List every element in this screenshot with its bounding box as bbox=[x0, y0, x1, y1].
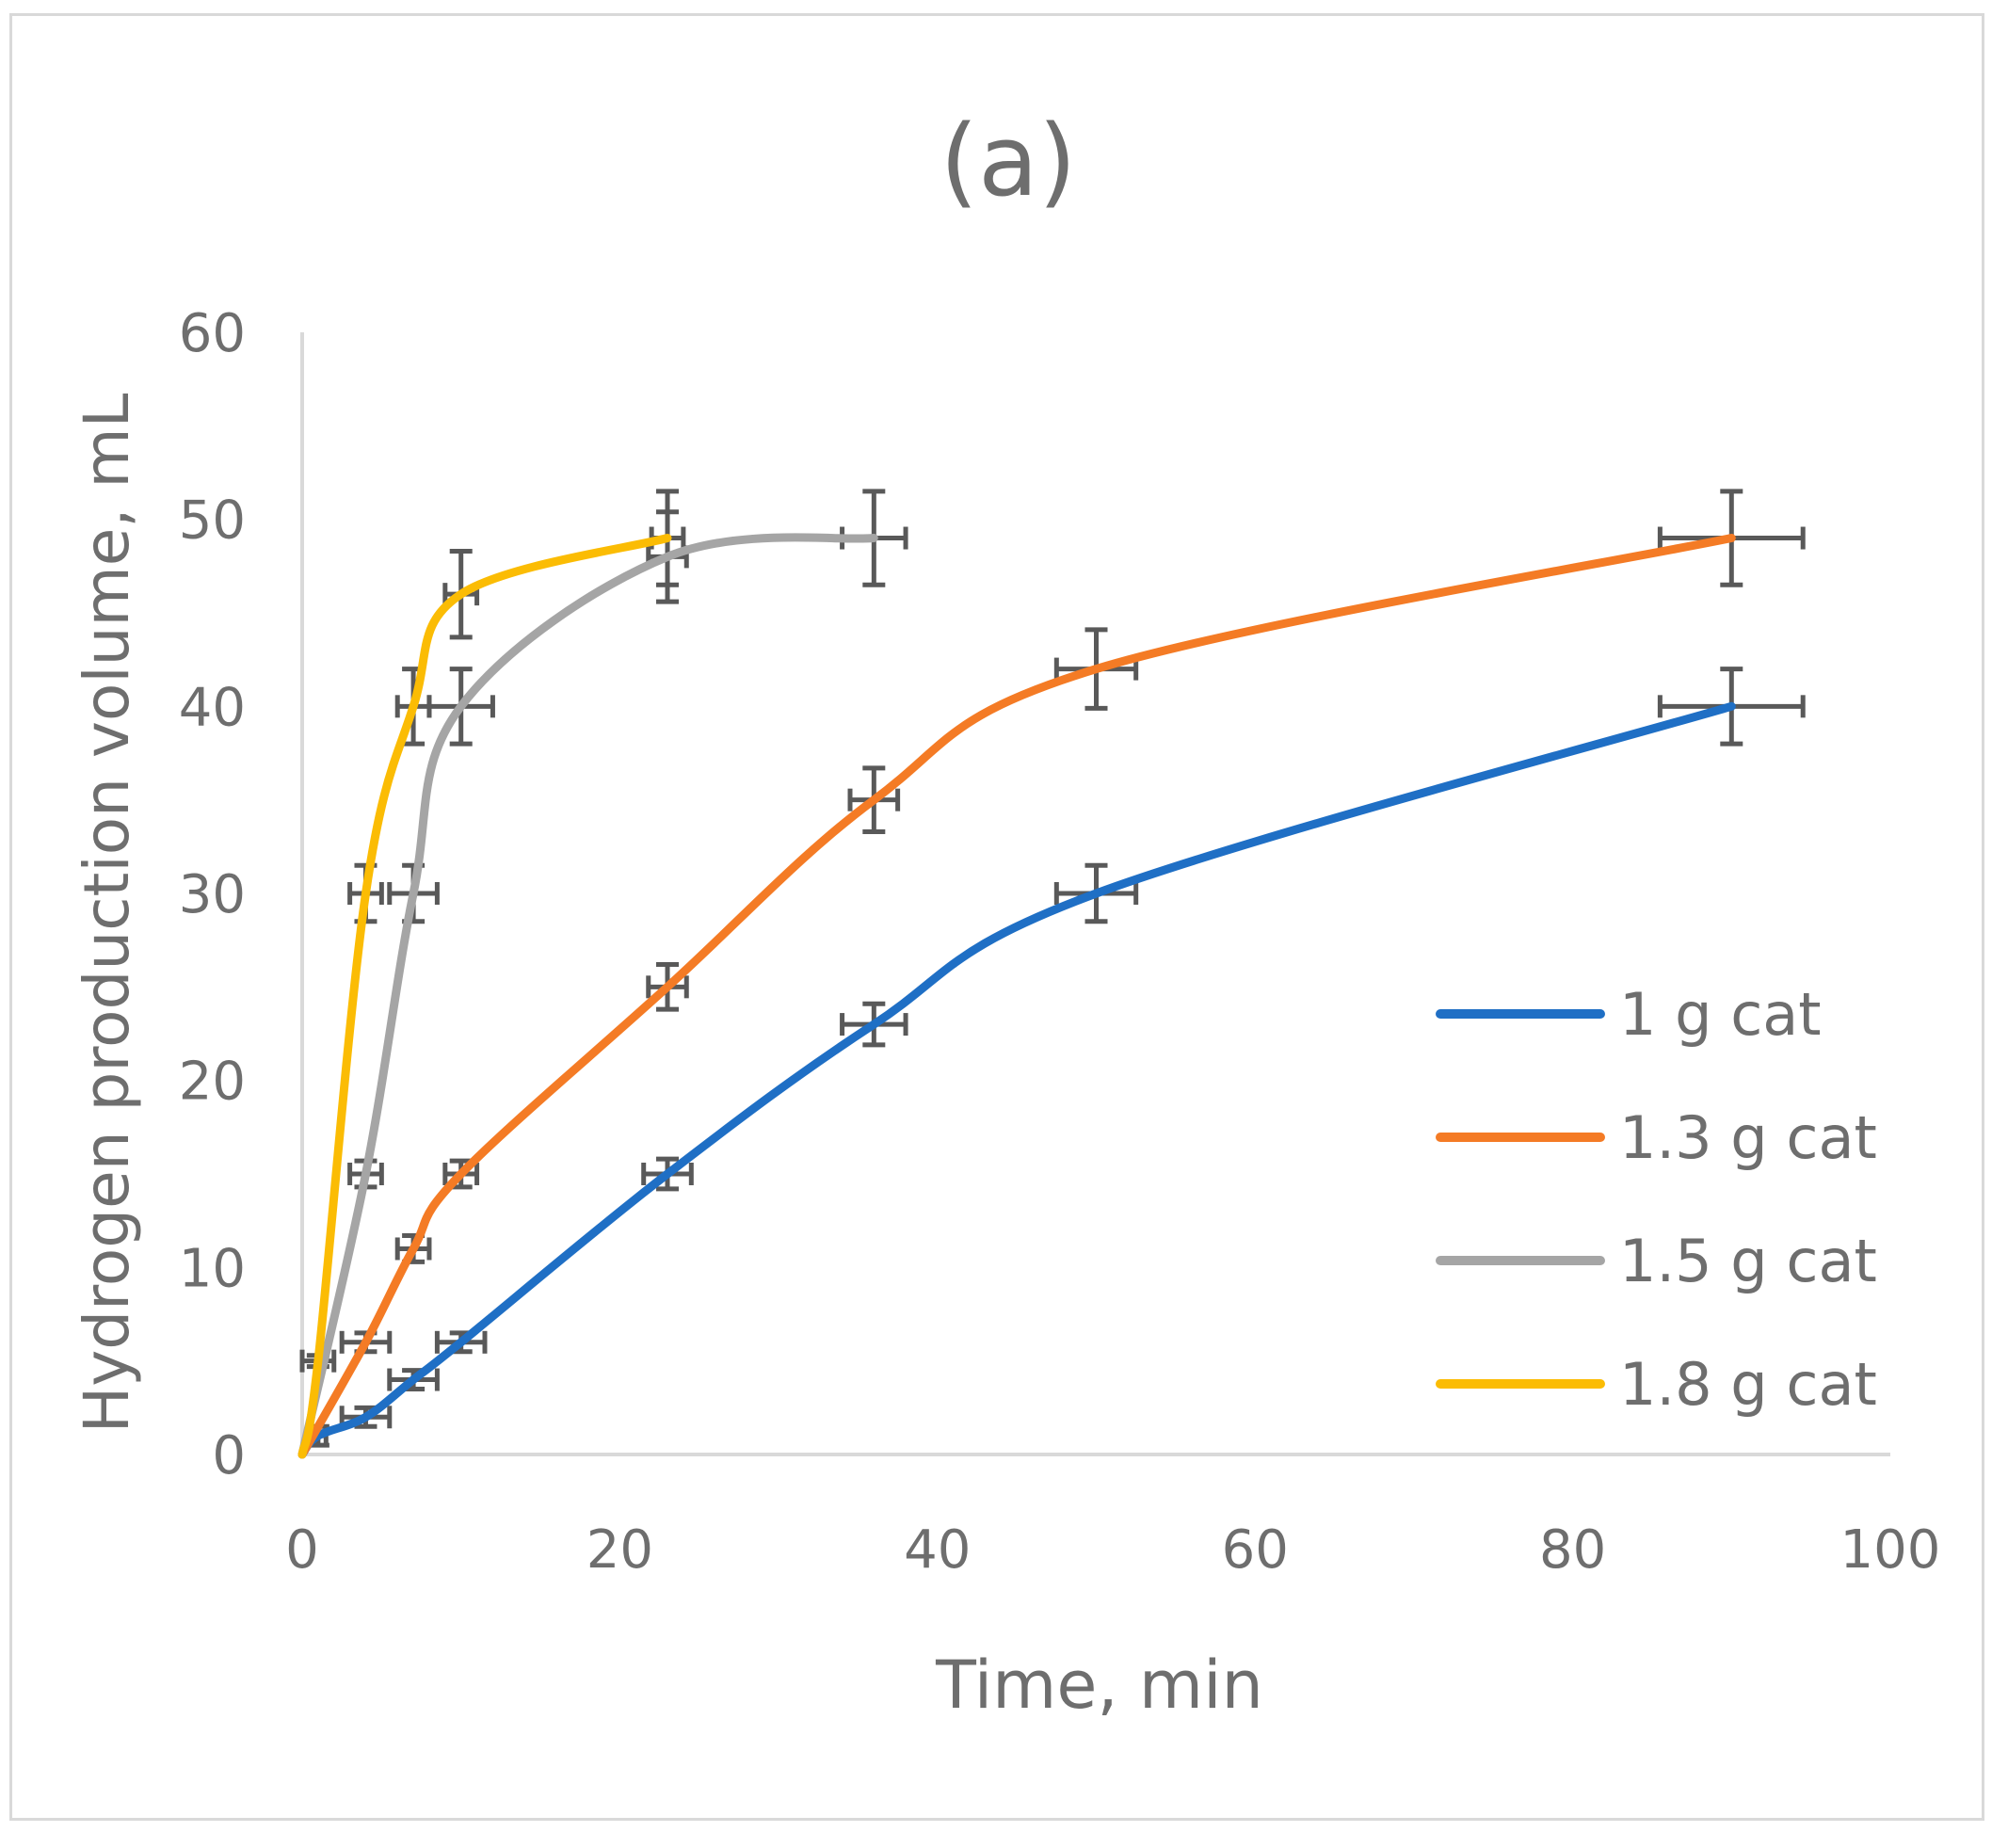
legend: 1 g cat 1.3 g cat 1.5 g cat 1.8 g cat bbox=[1436, 980, 1877, 1419]
y-tick-label: 0 bbox=[212, 1425, 246, 1486]
x-tick-label: 80 bbox=[1539, 1519, 1606, 1581]
error-bars bbox=[299, 489, 1806, 1448]
y-tick-label: 50 bbox=[179, 490, 246, 552]
chart-svg: (a) Time, min Hydrogen production volume… bbox=[71, 104, 1941, 1724]
legend-label: 1.3 g cat bbox=[1619, 1103, 1877, 1172]
chart-title: (a) bbox=[940, 104, 1077, 218]
x-tick-label: 60 bbox=[1222, 1519, 1289, 1581]
legend-entry: 1.3 g cat bbox=[1436, 1103, 1877, 1172]
legend-entry: 1.5 g cat bbox=[1436, 1227, 1877, 1295]
series-line bbox=[297, 533, 878, 1459]
axes: 0 20 40 60 80 100 0 10 20 30 40 50 60 bbox=[179, 303, 1941, 1581]
series-line bbox=[297, 534, 672, 1459]
y-tick-label: 20 bbox=[179, 1052, 246, 1113]
legend-entry: 1.8 g cat bbox=[1436, 1350, 1877, 1419]
x-tick-label: 40 bbox=[904, 1519, 971, 1581]
y-axis-label: Hydrogen production volume, mL bbox=[71, 393, 143, 1433]
series-lines bbox=[297, 533, 1736, 1459]
legend-label: 1.5 g cat bbox=[1619, 1227, 1877, 1295]
series-line bbox=[297, 701, 1736, 1459]
x-tick-label: 20 bbox=[586, 1519, 653, 1581]
x-tick-label: 0 bbox=[285, 1519, 319, 1581]
legend-label: 1 g cat bbox=[1619, 980, 1822, 1049]
x-tick-label: 100 bbox=[1840, 1519, 1941, 1581]
chart-frame: (a) Time, min Hydrogen production volume… bbox=[9, 13, 1984, 1821]
y-tick-label: 60 bbox=[179, 303, 246, 364]
y-tick-label: 30 bbox=[179, 864, 246, 925]
series-line bbox=[297, 534, 1736, 1459]
y-tick-label: 40 bbox=[179, 677, 246, 738]
legend-entry: 1 g cat bbox=[1436, 980, 1822, 1049]
y-tick-label: 10 bbox=[179, 1238, 246, 1299]
legend-label: 1.8 g cat bbox=[1619, 1350, 1877, 1419]
x-axis-label: Time, min bbox=[935, 1647, 1263, 1724]
